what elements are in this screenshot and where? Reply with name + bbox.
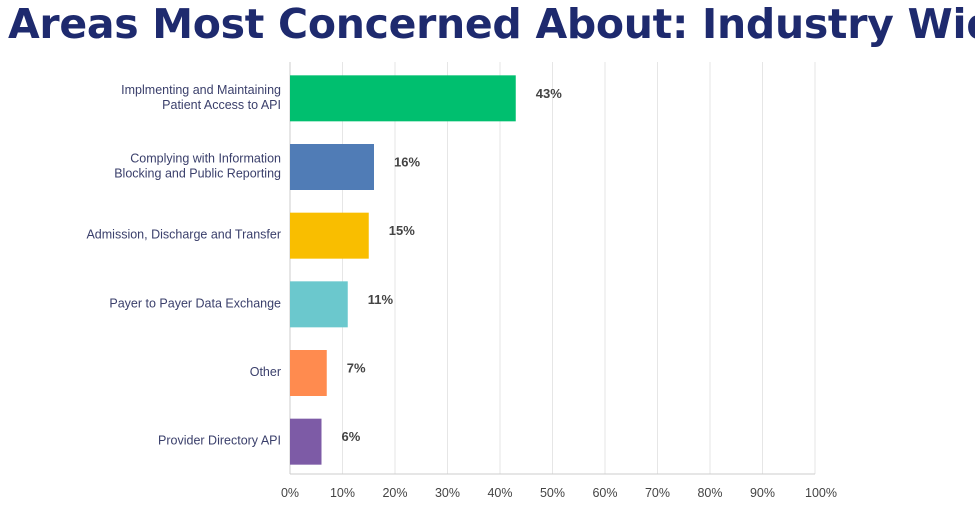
bars (290, 75, 516, 465)
category-label-line: Provider Directory API (158, 434, 281, 448)
category-label-line: Patient Access to API (162, 98, 281, 112)
category-label: Admission, Discharge and Transfer (86, 228, 281, 242)
category-label-line: Complying with Information (130, 152, 281, 166)
x-tick-label: 20% (382, 486, 407, 500)
value-label: 15% (389, 223, 415, 238)
x-tick-label: 0% (281, 486, 299, 500)
category-label: Implmenting and Maintaining Patient Acces… (121, 83, 281, 112)
x-tick-label: 90% (750, 486, 775, 500)
chart-title: Areas Most Concerned About: Industry Wid… (8, 0, 975, 48)
category-label-line: Other (250, 365, 281, 379)
x-tick-label: 80% (697, 486, 722, 500)
category-labels: Implmenting and Maintaining Patient Acces… (86, 83, 281, 448)
x-tick-label: 60% (592, 486, 617, 500)
bar (290, 212, 369, 259)
category-label: Other (250, 365, 281, 379)
category-label-line: Admission, Discharge and Transfer (86, 228, 281, 242)
bar (290, 144, 374, 190)
bar (290, 75, 516, 122)
category-label: Provider Directory API (158, 434, 281, 448)
x-tick-labels: 0% 10% 20% 30% 40% 50% 60% 70% 80% 90% 100% (281, 486, 837, 500)
value-label: 16% (394, 154, 420, 169)
x-tick-label: 10% (330, 486, 355, 500)
bar (290, 418, 322, 465)
category-label: Payer to Payer Data Exchange (109, 297, 281, 311)
x-tick-label: 40% (487, 486, 512, 500)
x-tick-label: 50% (540, 486, 565, 500)
category-label: Complying with Information Blocking and P… (114, 152, 281, 181)
value-label: 6% (342, 429, 361, 444)
category-label-line: Blocking and Public Reporting (114, 167, 281, 181)
gridlines (289, 62, 816, 475)
value-label: 11% (368, 292, 394, 307)
value-label: 43% (536, 86, 562, 101)
bar (290, 281, 348, 328)
x-tick-label: 70% (645, 486, 670, 500)
value-labels: 43% 16% 15% 11% 7% 6% (342, 86, 563, 444)
category-label-line: Implmenting and Maintaining (121, 83, 281, 97)
x-tick-label: 100% (805, 486, 837, 500)
bar (290, 350, 327, 396)
x-tick-label: 30% (435, 486, 460, 500)
value-label: 7% (347, 360, 366, 375)
category-label-line: Payer to Payer Data Exchange (109, 297, 281, 311)
